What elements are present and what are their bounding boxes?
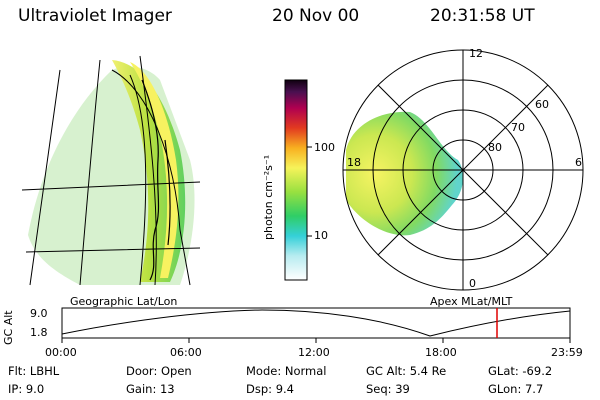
status-gc-alt-label: GC Alt: [366,364,407,378]
geo-graticule [21,55,201,286]
status-dsp: Dsp: 9.4 [246,382,294,396]
status-glat-value: -69.2 [522,364,553,378]
status-glon-label: GLon: [488,382,522,396]
mlt-label-12: 12 [469,47,483,60]
polar-emission [346,111,464,236]
status-ip: IP: 9.0 [8,382,44,396]
geo-panel-label: Geographic Lat/Lon [70,295,178,308]
lat-label-60: 60 [535,98,549,111]
timeline-altitude-curve [61,309,571,337]
status-filter-value: LBHL [29,364,60,378]
status-door: Door: Open [126,364,192,378]
status-gain-label: Gain: [126,382,157,396]
status-door-value: Open [160,364,192,378]
polar-panel-label: Apex MLat/MLT [430,295,513,308]
status-glon-value: 7.7 [524,382,544,396]
polar-plot [342,49,584,291]
polar-meridian-diag2 [377,84,549,256]
status-seq-label: Seq: [366,382,392,396]
mlt-label-6: 6 [575,156,582,169]
image-date: 20 Nov 00 [272,6,360,26]
timeline-ylabel: GC Alt [2,310,15,345]
status-ip-label: IP: [8,382,23,396]
mlt-label-18: 18 [347,156,361,169]
status-filter-label: Flt: [8,364,27,378]
timeline-xlabel-0000: 00:00 [45,346,77,359]
colorbar [284,79,308,281]
status-gc-alt-value: 5.4 Re [409,364,447,378]
colorbar-unit-label: photon cm⁻²s⁻¹ [262,154,275,240]
mlt-label-0: 0 [469,277,476,290]
timeline-ytick-bottom: 1.8 [30,326,48,339]
status-glat-label: GLat: [488,364,519,378]
instrument-title: Ultraviolet Imager [18,6,172,26]
status-filter: Flt: LBHL [8,364,59,378]
status-seq-value: 39 [395,382,410,396]
geo-coastline [141,79,171,281]
timeline-ytick-top: 9.0 [30,307,48,320]
image-time: 20:31:58 UT [430,6,535,26]
status-seq: Seq: 39 [366,382,410,396]
status-gain: Gain: 13 [126,382,175,396]
status-glon: GLon: 7.7 [488,382,543,396]
status-ip-value: 9.0 [25,382,45,396]
lat-label-70: 70 [511,121,525,134]
timeline-xlabel-2359: 23:59 [551,346,583,359]
colorbar-label-10: 10 [314,229,328,242]
status-gc-alt: GC Alt: 5.4 Re [366,364,446,378]
status-mode-label: Mode: [246,364,282,378]
status-mode-value: Normal [284,364,327,378]
geo-image [21,55,201,286]
status-gain-value: 13 [159,382,175,396]
timeline-xlabel-1200: 12:00 [298,346,330,359]
status-dsp-value: 9.4 [275,382,294,396]
lat-label-80: 80 [488,141,502,154]
timeline-xlabel-0600: 06:00 [170,346,202,359]
timeline-frame [61,307,571,339]
status-dsp-label: Dsp: [246,382,273,396]
colorbar-label-100: 100 [314,141,335,154]
timeline-xlabel-1800: 18:00 [425,346,457,359]
status-door-label: Door: [126,364,158,378]
status-mode: Mode: Normal [246,364,326,378]
status-glat: GLat: -69.2 [488,364,552,378]
